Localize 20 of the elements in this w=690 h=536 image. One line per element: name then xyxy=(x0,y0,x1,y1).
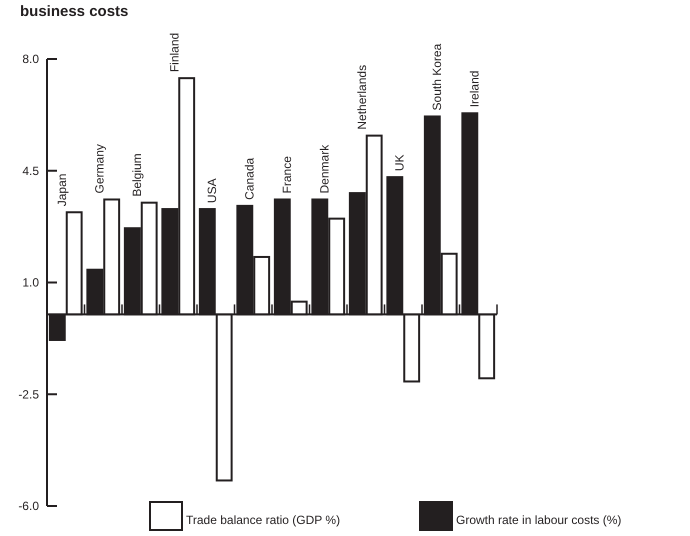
x-tick-label: France xyxy=(280,156,294,194)
y-tick-label: 8.0 xyxy=(22,52,40,66)
x-tick-label: Ireland xyxy=(467,70,482,108)
chart-title: business costs xyxy=(20,3,128,20)
x-tick-label: USA xyxy=(204,178,219,204)
legend-label: Growth rate in labour costs (%) xyxy=(456,513,622,527)
y-tick-label: 1.0 xyxy=(22,276,40,290)
y-tick-label: 4.5 xyxy=(22,164,40,178)
x-tick-label: South Korea xyxy=(430,43,444,110)
x-tick-label: Netherlands xyxy=(354,64,369,130)
x-tick-label: Germany xyxy=(92,144,106,194)
y-tick-label: -6.0 xyxy=(18,499,40,514)
x-tick-label: UK xyxy=(392,154,406,172)
legend-label: Trade balance ratio (GDP %) xyxy=(186,513,340,527)
x-tick-label: Canada xyxy=(242,158,256,200)
x-tick-label: Denmark xyxy=(317,144,332,194)
x-tick-label: Belgium xyxy=(130,153,144,197)
x-tick-label: Japan xyxy=(54,174,69,206)
y-tick-label: -2.5 xyxy=(18,387,40,402)
x-tick-label: Finland xyxy=(167,32,182,72)
